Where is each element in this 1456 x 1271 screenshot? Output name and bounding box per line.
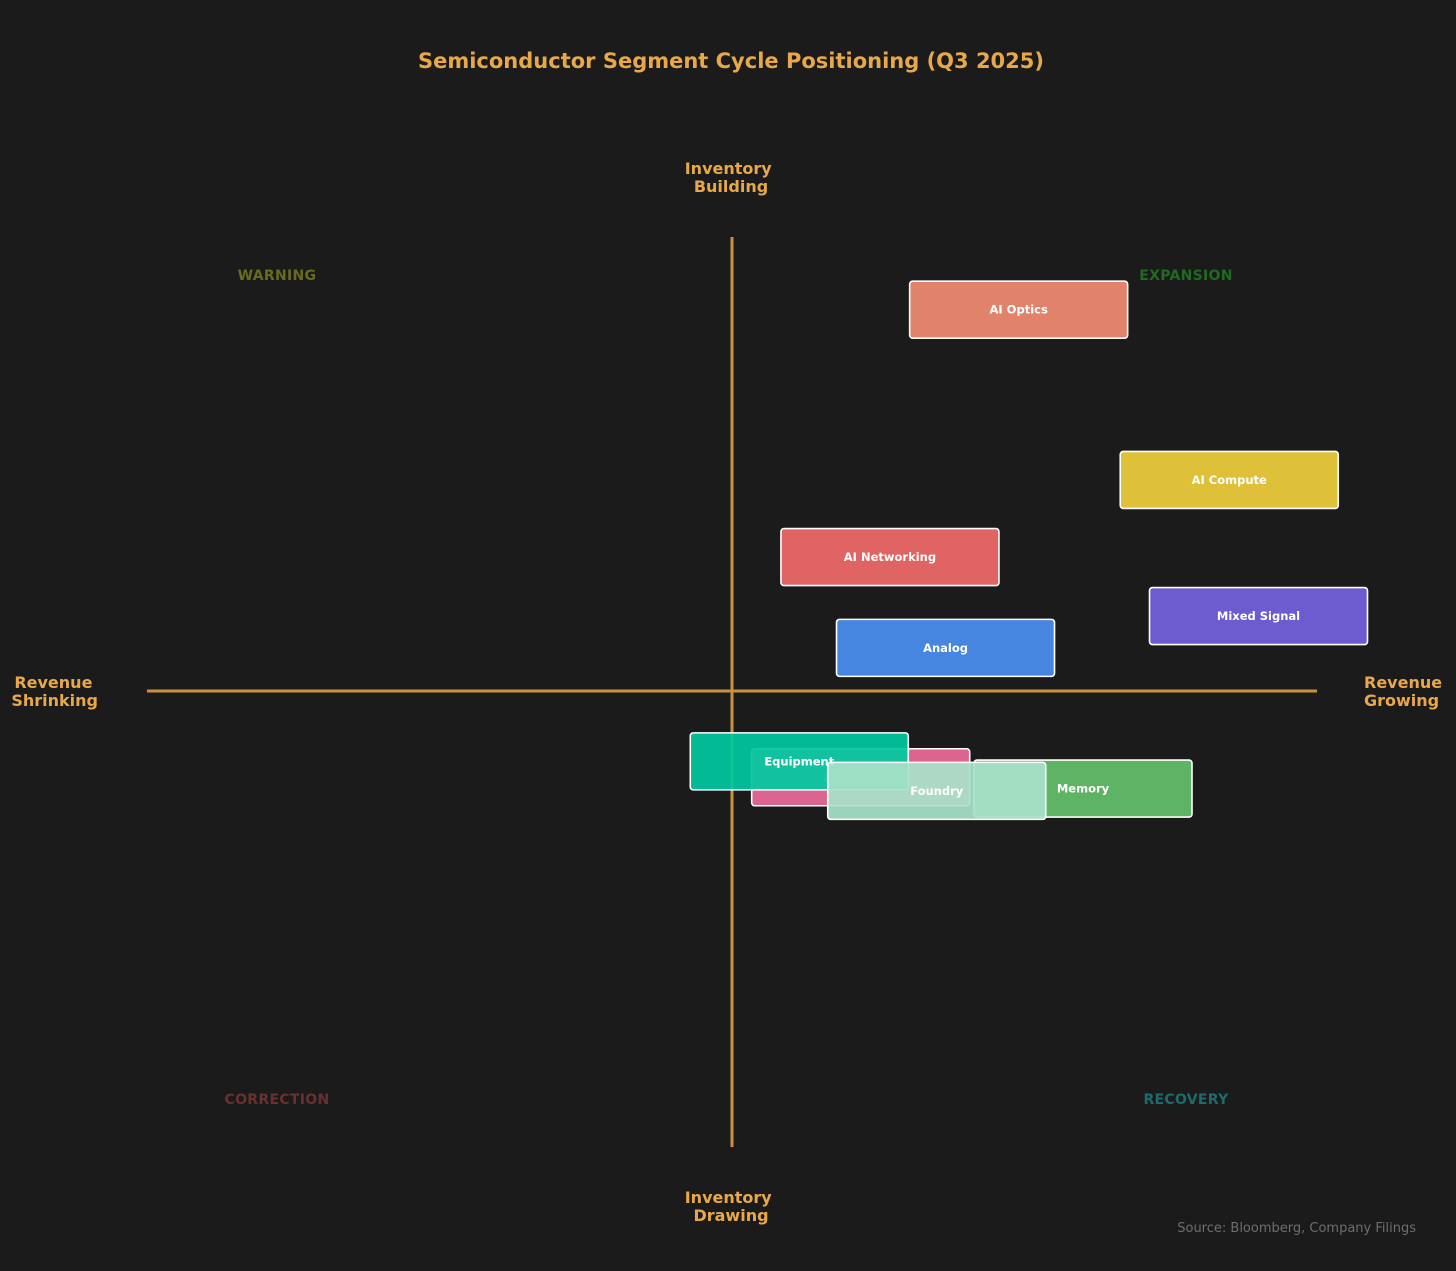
segment-ai-compute: AI Compute [1119, 450, 1340, 510]
x-negative-label-line1: Revenue [14, 673, 92, 692]
segment-ai-optics: AI Optics [908, 280, 1129, 339]
segment-label: AI Networking [844, 550, 936, 564]
chart-title: Semiconductor Segment Cycle Positioning … [418, 49, 1044, 73]
x-positive-label-line1: Revenue [1364, 673, 1442, 692]
x-positive-label-line2: Growing [1364, 691, 1439, 710]
segment-mixed-signal: Mixed Signal [1148, 586, 1369, 646]
y-negative-label: Inventory Drawing [685, 1188, 778, 1225]
x-negative-label: Revenue Shrinking [11, 673, 98, 710]
segment-label: AI Optics [990, 303, 1048, 317]
segment-foundry: Foundry [826, 761, 1047, 821]
segment-label: AI Compute [1192, 473, 1267, 487]
source-note: Source: Bloomberg, Company Filings [1177, 1221, 1416, 1236]
y-positive-label-line2: Building [694, 177, 768, 196]
axis-lines [147, 237, 1317, 1147]
segment-label: Equipment [764, 754, 834, 768]
segment-label: Memory [1057, 782, 1110, 796]
y-positive-label: Inventory Building [685, 159, 778, 196]
x-negative-label-line2: Shrinking [11, 691, 98, 710]
segment-box [780, 527, 1000, 587]
y-positive-label-line1: Inventory [685, 159, 773, 178]
segment-label: Foundry [910, 784, 964, 798]
segment-box [908, 280, 1129, 339]
x-positive-label: Revenue Growing [1364, 673, 1448, 710]
segment-box [1148, 586, 1369, 646]
segment-analog: Analog [835, 618, 1056, 678]
segment-label: Mixed Signal [1217, 609, 1300, 623]
quadrant-label-recovery: RECOVERY [1143, 1092, 1229, 1108]
segment-box [835, 618, 1056, 678]
segment-box [826, 761, 1047, 821]
quadrant-label-expansion: EXPANSION [1139, 268, 1233, 284]
segment-ai-networking: AI Networking [780, 527, 1000, 587]
segment-box [1119, 450, 1340, 510]
y-negative-label-line2: Drawing [693, 1206, 768, 1225]
y-negative-label-line1: Inventory [685, 1188, 773, 1207]
quadrant-label-correction: CORRECTION [225, 1092, 330, 1108]
quadrant-label-warning: WARNING [238, 268, 317, 284]
segment-label: Analog [923, 641, 968, 655]
segment-markers: AI Optics AI Compute AI Networking Mixed Si… [689, 280, 1369, 821]
